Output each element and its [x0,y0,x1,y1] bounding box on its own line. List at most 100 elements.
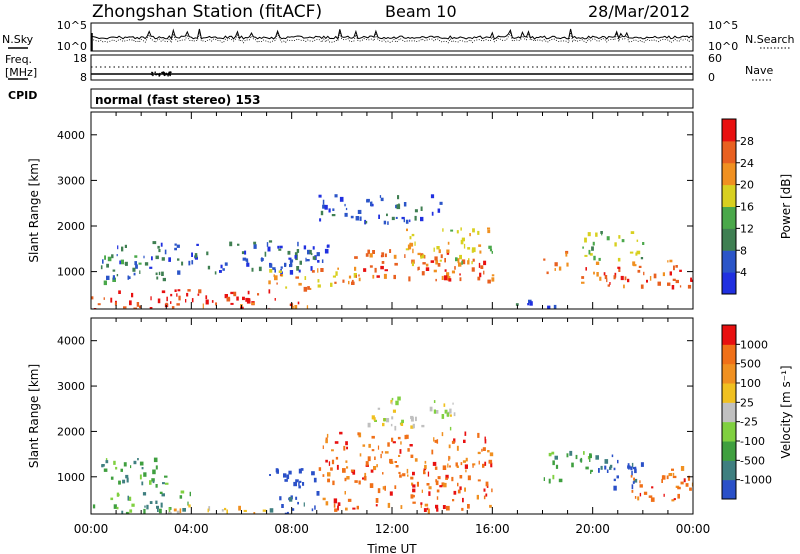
heatmap-cell [116,254,118,257]
heatmap-cell [185,299,187,303]
heatmap-cell [461,259,466,265]
heatmap-cell [366,199,370,203]
heatmap-cell [651,486,654,489]
heatmap-cell [581,276,585,279]
heatmap-cell [121,246,124,252]
heatmap-cell [320,210,324,216]
heatmap-cell [358,277,361,282]
heatmap-cell [158,271,161,276]
heatmap-cell [334,194,338,198]
heatmap-cell [489,248,493,252]
heatmap-cell [143,508,146,514]
heatmap-cell [313,477,317,483]
noise-panel-frame [90,22,694,52]
heatmap-cell [330,282,333,287]
heatmap-cell [583,451,585,455]
heatmap-cell [294,252,298,257]
freq-noise-point [168,71,170,74]
heatmap-cell [598,468,600,473]
heatmap-cell [365,253,369,257]
heatmap-cell [384,485,386,491]
heatmap-cell [483,488,486,492]
heatmap-cell [103,468,108,472]
heatmap-cell [114,302,117,306]
heatmap-cell [403,218,405,223]
heatmap-cell [312,246,315,250]
heatmap-cell [151,256,153,261]
heatmap-cell [482,447,486,451]
heatmap-cell [181,261,184,266]
heatmap-cell [673,498,676,501]
heatmap-cell [487,279,491,284]
heatmap-cell [448,455,450,461]
heatmap-cell [667,282,671,286]
heatmap-cell [412,423,415,429]
heatmap-cell [257,293,260,296]
heatmap-cell [174,289,177,292]
heatmap-cell [680,466,685,471]
heatmap-cell [371,415,375,420]
heatmap-cell [268,240,273,243]
heatmap-cell [161,271,164,276]
heatmap-cell [246,299,251,304]
heatmap-cell [418,266,420,270]
heatmap-cell [328,461,331,466]
heatmap-cell [143,472,147,477]
heatmap-cell [309,249,312,255]
heatmap-cell [441,275,444,280]
heatmap-cell [365,221,368,224]
heatmap-cell [191,260,194,265]
heatmap-cell [362,477,365,480]
colorbar-tick-label: -25 [740,416,758,429]
heatmap-cell [611,454,614,458]
heatmap-cell [296,249,300,253]
heatmap-cell [298,485,301,489]
heatmap-cell [420,253,424,257]
velocity-panel: 1000 2000 3000 4000 Slant Range [km] 1000 500 1… [27,317,793,515]
heatmap-cell [437,476,441,480]
heatmap-cell [389,458,393,464]
heatmap-cell [400,441,402,445]
heatmap-cell [672,278,676,281]
time-tick-label: 16:00 [475,522,510,536]
heatmap-cell [326,244,330,248]
heatmap-cell [179,508,182,514]
heatmap-cell [113,504,117,509]
heatmap-cell [126,477,129,483]
heatmap-cell [434,466,438,470]
heatmap-cell [314,505,316,510]
heatmap-cell [157,245,160,249]
heatmap-cell [337,502,341,506]
heatmap-cell [392,409,396,413]
heatmap-cell [297,301,300,305]
heatmap-cell [246,262,250,267]
heatmap-cell [332,275,336,278]
heatmap-cell [590,471,592,474]
heatmap-cell [613,467,616,471]
freq-noise-point [169,74,171,77]
heatmap-cell [598,257,601,261]
heatmap-cell [423,471,426,475]
heatmap-cell [442,465,447,470]
heatmap-cell [398,454,401,457]
heatmap-cell [279,245,283,249]
heatmap-cell [590,469,593,472]
heatmap-cell [106,275,110,280]
heatmap-cell [620,275,624,281]
heatmap-cell [433,247,435,252]
heatmap-cell [457,489,461,494]
freq-left-tick-top: 18 [73,52,87,65]
nave-right-tick-top: 60 [708,52,722,65]
heatmap-cell [346,446,348,450]
heatmap-cell [112,277,116,282]
heatmap-cell [191,252,193,257]
heatmap-cell [345,441,348,446]
heatmap-cell [191,298,194,303]
heatmap-cell [206,251,209,256]
heatmap-cell [258,266,262,272]
heatmap-cell [236,296,239,301]
heatmap-cell [460,227,462,231]
heatmap-cell [277,245,279,249]
heatmap-cell [107,256,112,262]
heatmap-cell [174,247,177,251]
